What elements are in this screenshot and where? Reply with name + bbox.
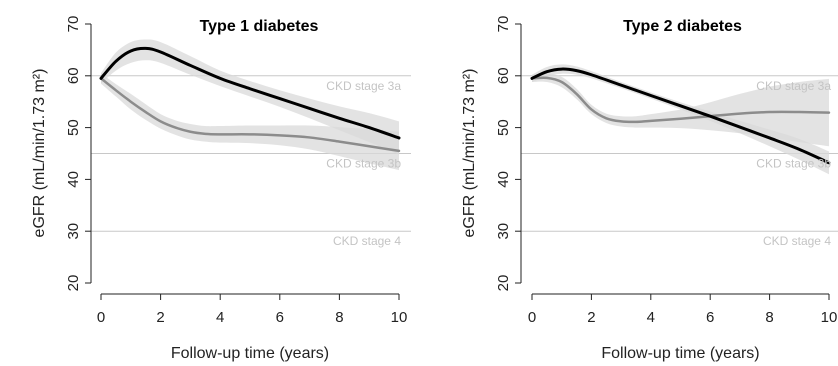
series-line-2 (99, 77, 401, 153)
y-tick-label: 50 (495, 119, 512, 136)
y-axis-label: eGFR (mL/min/1.73 m²) (31, 69, 48, 238)
reference-line-label: CKD stage 3a (326, 79, 401, 93)
y-tick-label: 20 (65, 275, 82, 292)
y-axis-label: eGFR (mL/min/1.73 m²) (461, 69, 478, 238)
y-tick-label: 70 (495, 16, 512, 33)
series-line-2 (530, 76, 831, 124)
x-tick-label: 8 (765, 309, 773, 326)
x-tick-label: 6 (706, 309, 714, 326)
y-tick-label: 30 (65, 223, 82, 240)
x-tick-label: 8 (335, 309, 343, 326)
x-axis-label: Follow-up time (years) (601, 345, 759, 362)
reference-line-label: CKD stage 3a (756, 79, 831, 93)
x-tick-label: 4 (216, 309, 224, 326)
y-tick-label: 60 (495, 67, 512, 84)
chart-title: Type 1 diabetes (200, 18, 319, 35)
x-tick-label: 10 (821, 309, 838, 326)
x-axis-label: Follow-up time (years) (171, 345, 329, 362)
x-tick-label: 2 (156, 309, 164, 326)
y-tick-label: 40 (495, 171, 512, 188)
reference-line-label: CKD stage 3b (326, 157, 401, 171)
y-tick-label: 40 (65, 171, 82, 188)
x-tick-label: 0 (97, 309, 105, 326)
chart-title: Type 2 diabetes (623, 18, 742, 35)
y-tick-label: 70 (65, 16, 82, 33)
x-tick-label: 10 (391, 309, 408, 326)
x-tick-label: 0 (528, 309, 536, 326)
x-tick-label: 2 (587, 309, 595, 326)
plot-area (99, 39, 401, 171)
x-tick-label: 4 (647, 309, 655, 326)
series-line-1 (99, 46, 401, 140)
series-line-1 (530, 67, 831, 165)
y-tick-label: 30 (495, 223, 512, 240)
y-tick-label: 60 (65, 67, 82, 84)
y-tick-label: 50 (65, 119, 82, 136)
reference-line-label: CKD stage 3b (756, 157, 831, 171)
reference-line-label: CKD stage 4 (333, 234, 401, 248)
reference-line-label: CKD stage 4 (763, 234, 831, 248)
x-tick-label: 6 (276, 309, 284, 326)
y-tick-label: 20 (495, 275, 512, 292)
confidence-band-2 (101, 73, 399, 171)
plot-area (530, 64, 831, 175)
confidence-band-1 (101, 39, 399, 155)
